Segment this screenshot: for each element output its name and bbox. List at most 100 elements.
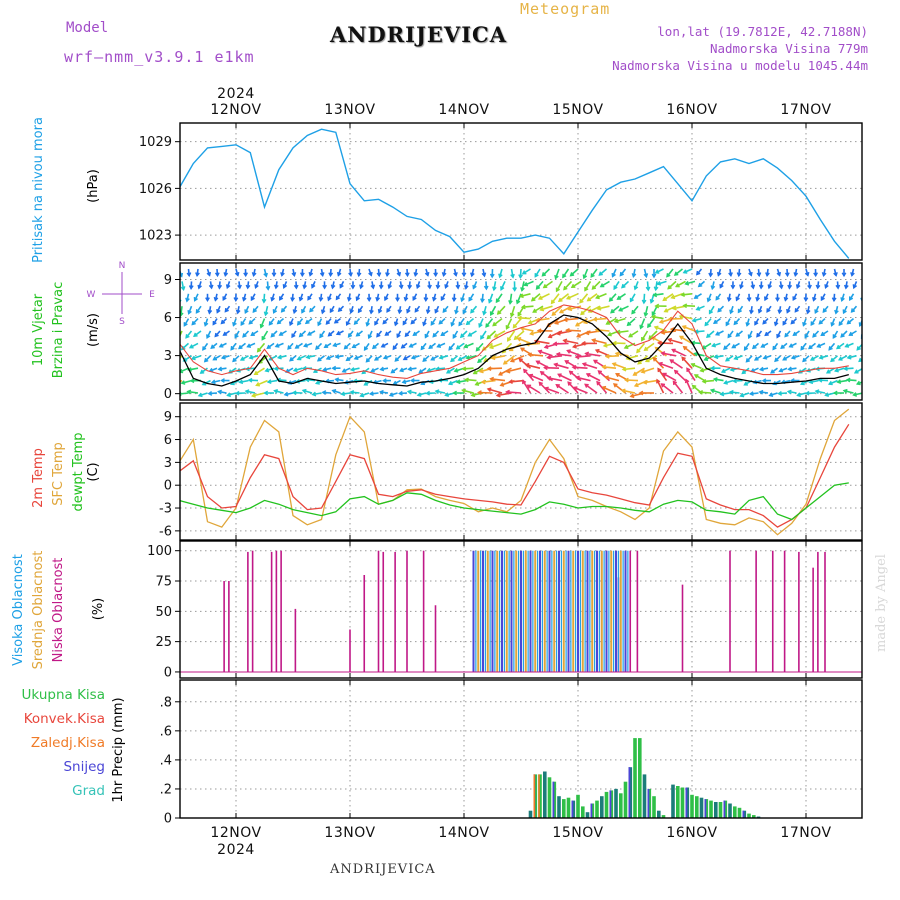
legend-srednja: Srednja Oblacnost <box>31 551 46 670</box>
wind-arrow-head <box>853 369 859 374</box>
wind-arrow <box>844 367 854 370</box>
wind-arrow-head <box>468 297 473 302</box>
wind-arrow-head <box>629 393 635 399</box>
wind-arrow-head <box>379 366 385 372</box>
y-tick-label: 25 <box>155 635 172 650</box>
wind-arrow-head <box>633 285 639 291</box>
wind-arrow <box>725 355 734 362</box>
wind-arrow-head <box>146 361 149 365</box>
wind-arrow <box>304 342 313 347</box>
wind-arrow-head <box>803 297 809 302</box>
wind-arrow-head <box>536 328 542 334</box>
wind-arrow-head <box>306 331 312 336</box>
precip-bar <box>737 807 742 818</box>
wind-arrow-head <box>645 286 651 292</box>
wind-arrow <box>486 330 497 340</box>
wind-arrow-head <box>632 371 638 376</box>
wind-arrow <box>471 392 484 397</box>
wind-arrow-head <box>307 296 312 301</box>
day-label-top: 17NOV <box>780 102 831 118</box>
wind-arrow-head <box>378 389 384 395</box>
wind-arrow <box>641 367 655 373</box>
wind-arrow <box>364 379 373 386</box>
wind-arrow <box>466 317 475 325</box>
wind-arrow-head <box>662 296 667 302</box>
wind-arrow-head <box>591 285 597 290</box>
precip-bar <box>547 777 552 818</box>
wind-arrow <box>144 306 146 316</box>
wind-arrow-head <box>585 373 591 378</box>
wind-arrow <box>132 356 135 368</box>
2m-temp-line <box>180 423 850 528</box>
wind-arrow-head <box>748 391 754 396</box>
wind-arrow-head <box>155 376 158 380</box>
wind-arrow-head <box>863 310 867 313</box>
wind-arrow <box>312 392 322 396</box>
wind-arrow <box>227 392 237 397</box>
wind-arrow-head <box>472 284 477 290</box>
wind-arrow-head <box>382 319 387 325</box>
wind-arrow-head <box>238 344 243 350</box>
wind-arrow <box>819 355 829 359</box>
wind-arrow-head <box>651 311 656 317</box>
wind-arrow-head <box>332 342 338 348</box>
wind-arrow-head <box>505 368 511 374</box>
wind-arrow-head <box>173 286 176 290</box>
wind-arrow-head <box>365 322 370 327</box>
wind-arrow <box>554 363 569 369</box>
wind-arrow-head <box>500 286 505 291</box>
wind-arrow <box>491 355 506 360</box>
wind-arrow-head <box>658 319 664 324</box>
wind-arrow <box>265 367 275 372</box>
wind-arrow <box>138 343 142 354</box>
y-tick-label: 9 <box>164 410 172 425</box>
wind-arrow-head <box>451 297 457 303</box>
precip-bar <box>671 784 675 818</box>
wind-arrow-head <box>682 345 688 351</box>
wind-arrow-head <box>703 356 709 361</box>
wind-arrow-head <box>604 375 609 380</box>
wind-arrow <box>596 293 607 299</box>
wind-arrow-head <box>385 272 390 278</box>
wind-arrow <box>691 363 702 369</box>
wind-arrow <box>257 342 266 353</box>
wind-arrow <box>278 355 287 359</box>
wind-arrow-head <box>523 368 528 374</box>
wind-arrow <box>617 330 629 334</box>
year-label-top: 2024 <box>217 86 255 102</box>
wind-arrow-head <box>273 366 279 372</box>
precip-bar <box>661 815 666 818</box>
wind-arrow-head <box>424 333 429 339</box>
wind-arrow-head <box>535 360 541 365</box>
wind-arrow-head <box>158 398 162 401</box>
wind-arrow-head <box>334 377 340 383</box>
wind-arrow-head <box>612 340 617 346</box>
wind-arrow-head <box>302 284 308 290</box>
wind-arrow-head <box>159 364 162 367</box>
wind-arrow-head <box>250 331 255 337</box>
wind-arrow-head <box>327 332 333 337</box>
wind-arrow-head <box>273 284 279 290</box>
precip-bar <box>756 816 761 818</box>
wind-arrow <box>135 306 139 315</box>
wind-arrow <box>176 319 179 329</box>
wind-arrow-head <box>608 297 614 302</box>
wind-arrow-head <box>139 326 143 329</box>
wind-arrow-head <box>621 366 627 372</box>
precip-bar <box>528 810 533 818</box>
wind-arrow <box>497 305 506 315</box>
wind-arrow-head <box>126 376 129 380</box>
wind-arrow-head <box>482 310 487 316</box>
wind-arrow-head <box>735 332 740 337</box>
wind-arrow <box>666 268 674 278</box>
wind-arrow-head <box>270 296 275 302</box>
wind-arrow-head <box>727 333 732 339</box>
wind-arrow <box>458 355 468 361</box>
wind-arrow-head <box>670 294 676 300</box>
wind-arrow-head <box>766 308 771 313</box>
wind-arrow-head <box>203 357 209 363</box>
wind-arrow-head <box>317 321 322 327</box>
wind-arrow-head <box>425 390 431 396</box>
wind-arrow <box>485 318 494 328</box>
wind-arrow-head <box>673 369 679 375</box>
